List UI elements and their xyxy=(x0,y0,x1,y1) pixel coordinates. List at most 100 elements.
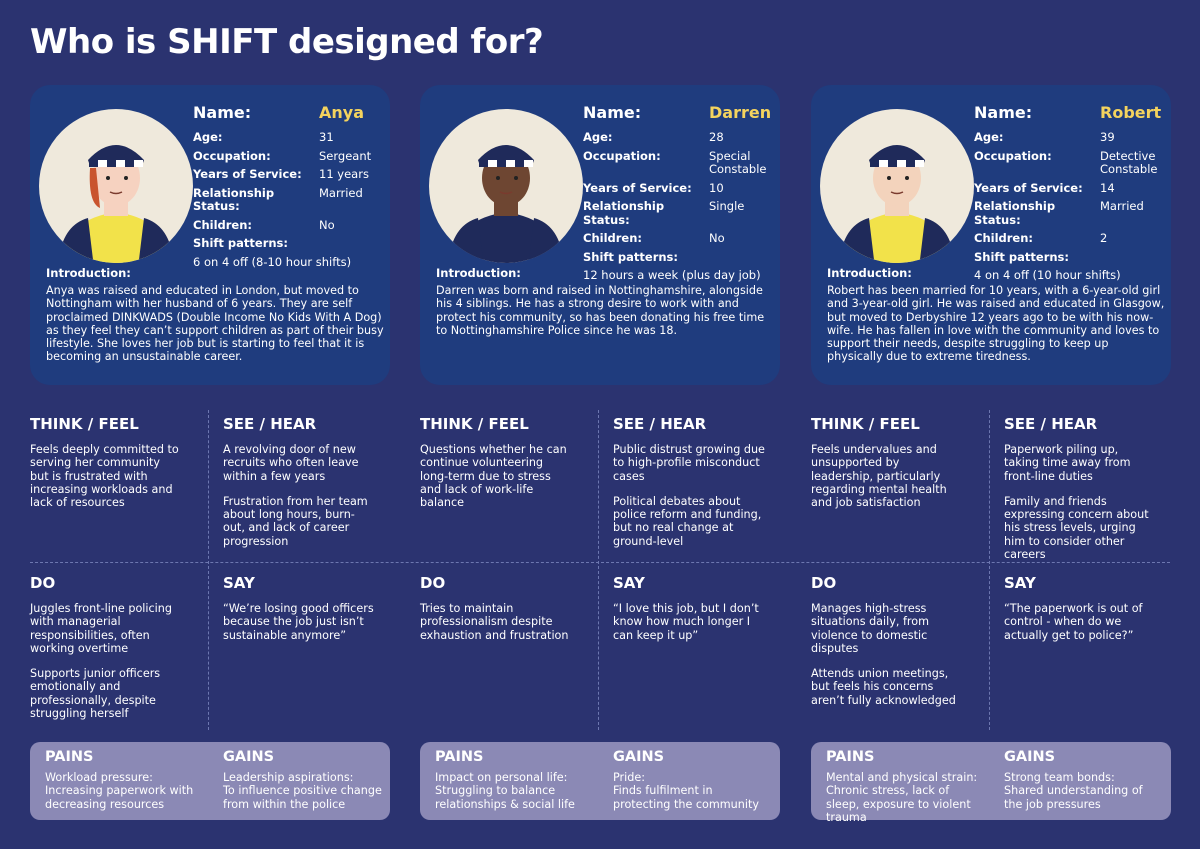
quadrant-heading: SAY xyxy=(613,574,645,592)
field-row: Relationship Status: Single xyxy=(583,199,773,227)
pains-gains-box xyxy=(811,742,1171,820)
gains-detail: Shared understanding of the job pressure… xyxy=(1004,784,1143,811)
field-label: Age: xyxy=(583,130,613,144)
quadrant-heading: DO xyxy=(811,574,837,592)
quadrant-text: Feels undervalues and unsupported by lea… xyxy=(811,443,963,521)
field-row: Relationship Status: Married xyxy=(193,185,383,214)
pains-heading: PAINS xyxy=(826,749,875,765)
field-row: Children: 2 xyxy=(974,231,1164,246)
field-value: 4 on 4 off (10 hour shifts) xyxy=(974,268,1121,282)
field-label: Occupation: xyxy=(193,148,271,163)
field-label: Name: xyxy=(583,103,642,122)
pains-label: Impact on personal life: xyxy=(435,771,568,784)
field-label: Shift patterns: xyxy=(193,236,289,250)
gains-heading: GAINS xyxy=(613,749,665,765)
avatar xyxy=(428,108,584,264)
field-value: 6 on 4 off (8-10 hour shifts) xyxy=(193,254,352,269)
quadrant-text: Feels deeply committed to serving her co… xyxy=(30,443,182,521)
field-value: 2 xyxy=(1100,231,1108,245)
field-row: Age: 39 xyxy=(974,130,1164,145)
field-label: Years of Service: xyxy=(974,180,1083,195)
intro-text: Robert has been married for 10 years, wi… xyxy=(827,284,1165,364)
page-title: Who is SHIFT designed for? xyxy=(30,22,544,62)
details: Name: Darren Age: 28 Occupation: Special Cons… xyxy=(583,103,773,283)
field-label: Shift patterns: xyxy=(974,249,1070,264)
field-value: Special Constable xyxy=(709,148,767,176)
field-row: Relationship Status: Married xyxy=(974,199,1164,227)
field-value: 12 hours a week (plus day job) xyxy=(583,268,761,282)
quadrant-item: Attends union meetings, but feels his co… xyxy=(811,667,956,707)
quadrant-item: “The paperwork is out of control - when … xyxy=(1004,602,1143,642)
field-label: Name: xyxy=(193,103,252,122)
pains-detail: Chronic stress, lack of sleep, exposure … xyxy=(826,784,971,824)
quadrant-item: A revolving door of new recruits who oft… xyxy=(223,443,359,483)
quadrant-heading: THINK / FEEL xyxy=(30,415,139,433)
avatar-art xyxy=(820,109,974,263)
field-label: Shift patterns: xyxy=(583,249,679,264)
pains-text: Mental and physical strain: Chronic stres… xyxy=(826,771,986,824)
quadrant-heading: THINK / FEEL xyxy=(420,415,529,433)
quadrant-heading: SEE / HEAR xyxy=(223,415,317,433)
avatar xyxy=(819,108,975,264)
gains-detail: To influence positive change from within… xyxy=(223,784,382,811)
avatar xyxy=(38,108,194,264)
gains-text: Strong team bonds: Shared understanding o… xyxy=(1004,771,1164,811)
divider xyxy=(598,410,599,730)
quadrant-item: Feels deeply committed to serving her co… xyxy=(30,443,179,510)
pains-label: Mental and physical strain: xyxy=(826,771,978,784)
field-row: Years of Service: 14 xyxy=(974,180,1164,196)
quadrant-text: Manages high-stress situations daily, fr… xyxy=(811,602,963,719)
quadrant-item: “We’re losing good officers because the … xyxy=(223,602,374,642)
details: Name: Anya Age: 31 Occupation: Sergeant Years … xyxy=(193,103,383,269)
quadrant-text: Tries to maintain professionalism despit… xyxy=(420,602,572,654)
quadrant-heading: DO xyxy=(420,574,446,592)
persona-name: Darren xyxy=(709,103,772,122)
field-row: Occupation: Special Constable xyxy=(583,148,773,177)
quadrant-heading: SAY xyxy=(223,574,255,592)
field-label: Children: xyxy=(193,217,252,232)
gains-text: Leadership aspirations: To influence posi… xyxy=(223,771,383,811)
name-row: Name: Robert xyxy=(974,103,1164,122)
quadrant-text: Paperwork piling up, taking time away fr… xyxy=(1004,443,1156,573)
field-label: Relationship Status: xyxy=(193,185,275,213)
field-label: Children: xyxy=(974,231,1033,245)
gains-heading: GAINS xyxy=(1004,749,1056,765)
pains-label: Workload pressure: xyxy=(45,771,153,784)
intro-text: Anya was raised and educated in London, … xyxy=(46,284,384,364)
field-row: Years of Service: 11 years xyxy=(193,167,383,182)
persona-name: Anya xyxy=(319,103,364,122)
pains-gains-box xyxy=(420,742,780,820)
pains-text: Workload pressure: Increasing paperwork w… xyxy=(45,771,205,811)
pains-gains-box xyxy=(30,742,390,820)
intro-text: Darren was born and raised in Nottingham… xyxy=(436,284,765,337)
divider xyxy=(208,410,209,730)
field-label: Name: xyxy=(974,103,1033,122)
quadrant-text: Public distrust growing due to high-prof… xyxy=(613,443,765,560)
field-label: Years of Service: xyxy=(193,167,302,181)
field-value: 14 xyxy=(1100,180,1115,195)
quadrant-heading: SAY xyxy=(1004,574,1036,592)
avatar-art xyxy=(39,109,193,263)
field-value: 11 years xyxy=(319,167,369,181)
field-row: Years of Service: 10 xyxy=(583,181,773,196)
quadrant-heading: THINK / FEEL xyxy=(811,415,920,433)
quadrant-item: Frustration from her team about long hou… xyxy=(223,494,368,548)
quadrant-item: “I love this job, but I don’t know how m… xyxy=(613,602,759,642)
pains-heading: PAINS xyxy=(45,749,94,765)
field-row: Occupation: Detective Constable xyxy=(974,149,1164,177)
quadrant-heading: DO xyxy=(30,574,56,592)
quadrant-text: “We’re losing good officers because the … xyxy=(223,602,375,654)
divider xyxy=(30,562,1170,563)
intro-label: Introduction: xyxy=(827,266,912,280)
field-label: Occupation: xyxy=(583,148,661,163)
quadrant-heading: SEE / HEAR xyxy=(613,415,707,433)
quadrant-item: Questions whether he can continue volunt… xyxy=(420,443,567,510)
persona-name: Robert xyxy=(1100,103,1162,122)
divider xyxy=(989,410,990,730)
field-value: Single xyxy=(709,199,745,213)
intro-label: Introduction: xyxy=(436,266,521,280)
quadrant-item: Political debates about police reform an… xyxy=(613,494,762,548)
pains-text: Impact on personal life: Struggling to ba… xyxy=(435,771,595,811)
name-row: Name: Darren xyxy=(583,103,773,122)
details: Name: Robert Age: 39 Occupation: Detective Co… xyxy=(974,103,1164,283)
